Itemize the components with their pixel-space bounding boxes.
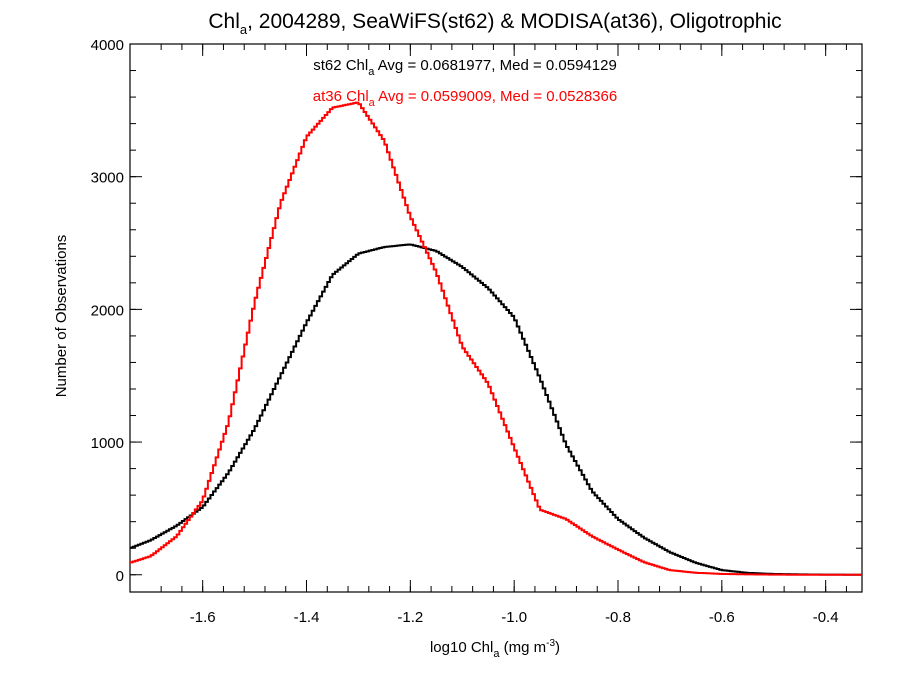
- x-tick-label: -0.8: [605, 609, 631, 626]
- plot-frame: [129, 43, 863, 593]
- y-tick-label: 0: [116, 568, 124, 585]
- y-tick-label: 4000: [91, 37, 124, 54]
- series-lines: [130, 101, 862, 576]
- plot-frame-rect: [129, 43, 863, 593]
- y-axis-label: Number of Observations: [53, 235, 70, 398]
- y-tick-label: 1000: [91, 435, 124, 452]
- x-tick-labels: -1.6 -1.4 -1.2 -1.0 -0.8 -0.6 -0.4: [190, 609, 839, 626]
- series-at36-annotation: at36 Chla Avg = 0.0599009, Med = 0.05283…: [313, 88, 617, 109]
- y-tick-labels: 0 1000 2000 3000 4000: [91, 37, 124, 585]
- series-st62-annotation: st62 Chla Avg = 0.0681977, Med = 0.05941…: [313, 57, 617, 78]
- x-tick-label: -1.4: [294, 609, 320, 626]
- x-axis-label: log10 Chla (mg m-3): [430, 638, 560, 660]
- x-tick-label: -1.2: [397, 609, 423, 626]
- chart-title: Chla, 2004289, SeaWiFS(st62) & MODISA(at…: [208, 10, 781, 37]
- x-tick-label: -0.4: [813, 609, 839, 626]
- x-tick-label: -0.6: [709, 609, 735, 626]
- y-tick-label: 3000: [91, 170, 124, 187]
- series-at36-line: [130, 101, 862, 576]
- x-tick-label: -1.0: [501, 609, 527, 626]
- axis-ticks: [130, 43, 862, 592]
- x-tick-label: -1.6: [190, 609, 216, 626]
- y-tick-label: 2000: [91, 302, 124, 319]
- series-st62-line: [130, 243, 862, 576]
